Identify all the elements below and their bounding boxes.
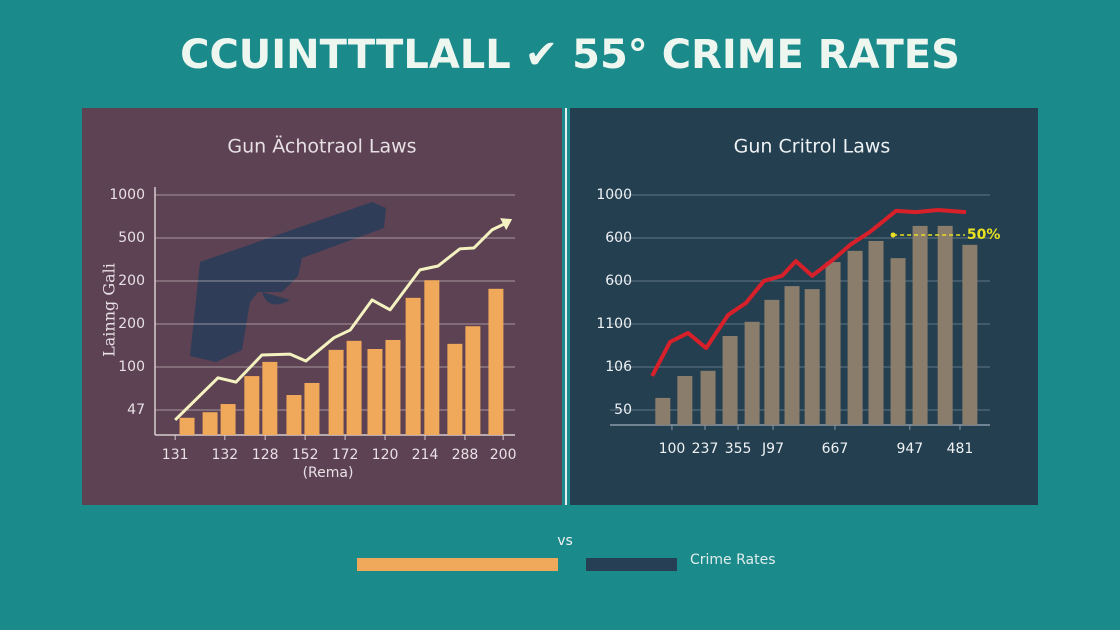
x-tick-label: 128 — [252, 447, 279, 463]
y-tick-label: 600 — [605, 273, 632, 289]
legend-swatch — [357, 558, 558, 571]
x-tick-label: 947 — [896, 441, 923, 457]
bar — [286, 395, 302, 435]
x-tick-label: 288 — [452, 447, 479, 463]
y-tick-label: 47 — [127, 402, 145, 418]
legend: vs Crime Rates — [357, 533, 776, 571]
bar — [744, 321, 760, 425]
chart-title: Gun Ächotraol Laws — [227, 135, 416, 158]
bar — [328, 349, 344, 435]
x-tick-label: 237 — [692, 441, 719, 457]
x-tick-label: 100 — [659, 441, 686, 457]
bar — [367, 349, 383, 435]
right-panel — [570, 108, 1038, 505]
x-tick-label: 172 — [332, 447, 359, 463]
bar — [447, 343, 463, 435]
bar — [488, 288, 504, 435]
x-tick-label: 132 — [211, 447, 238, 463]
bar — [912, 225, 928, 425]
bar — [962, 244, 978, 425]
arrow-head — [500, 218, 513, 231]
bar — [202, 412, 218, 435]
bar — [220, 404, 236, 435]
x-axis-label: (Rema) — [303, 465, 354, 481]
bar — [804, 289, 820, 425]
x-tick-label: 200 — [490, 447, 517, 463]
page-title: CCUINTTTLALL ✔ 55° CRIME RATES — [180, 32, 960, 78]
bar — [262, 361, 278, 435]
y-tick-label: 1100 — [596, 316, 632, 332]
x-tick-label: 131 — [162, 447, 189, 463]
trend-line — [650, 208, 967, 377]
bar — [700, 370, 716, 425]
bar — [385, 339, 401, 435]
bar — [722, 335, 738, 425]
y-tick-label: 50 — [614, 402, 632, 418]
bar — [937, 225, 953, 425]
bar — [890, 258, 906, 425]
chart-title: Gun Critrol Laws — [734, 136, 891, 158]
y-tick-label: 200 — [118, 273, 145, 289]
bar — [868, 240, 884, 425]
x-tick-label: 152 — [292, 447, 319, 463]
y-tick-label: 100 — [118, 359, 145, 375]
y-tick-label: 500 — [118, 230, 145, 246]
x-tick-label: 481 — [947, 441, 974, 457]
bar — [304, 382, 320, 435]
x-tick-label: J97 — [761, 441, 784, 457]
reference-label: 50% — [967, 227, 1001, 243]
x-tick-label: 667 — [822, 441, 849, 457]
gun-silhouette — [190, 202, 386, 362]
y-tick-label: 600 — [605, 230, 632, 246]
y-tick-label: 200 — [118, 316, 145, 332]
x-tick-label: 120 — [372, 447, 399, 463]
trend-line — [174, 220, 509, 422]
x-tick-label: 214 — [412, 447, 439, 463]
x-tick-label: 355 — [725, 441, 752, 457]
y-tick-label: 106 — [605, 359, 632, 375]
reference-dot — [890, 232, 896, 238]
bar — [244, 376, 260, 435]
y-axis-label: Lainng Gali — [100, 263, 119, 357]
bar — [847, 250, 863, 425]
legend-swatch — [586, 558, 677, 571]
y-tick-label: 1000 — [596, 187, 632, 203]
bar — [405, 297, 421, 435]
bar — [465, 326, 481, 435]
legend-separator: vs — [557, 533, 573, 549]
bar — [784, 286, 800, 425]
left-panel — [82, 108, 562, 505]
bar — [424, 280, 440, 435]
bar — [179, 417, 195, 435]
bar — [764, 299, 780, 425]
y-tick-label: 1000 — [109, 187, 145, 203]
bar — [655, 397, 671, 425]
bar — [346, 340, 362, 435]
legend-label: Crime Rates — [690, 552, 776, 568]
bar — [677, 375, 693, 425]
bar — [825, 262, 841, 425]
